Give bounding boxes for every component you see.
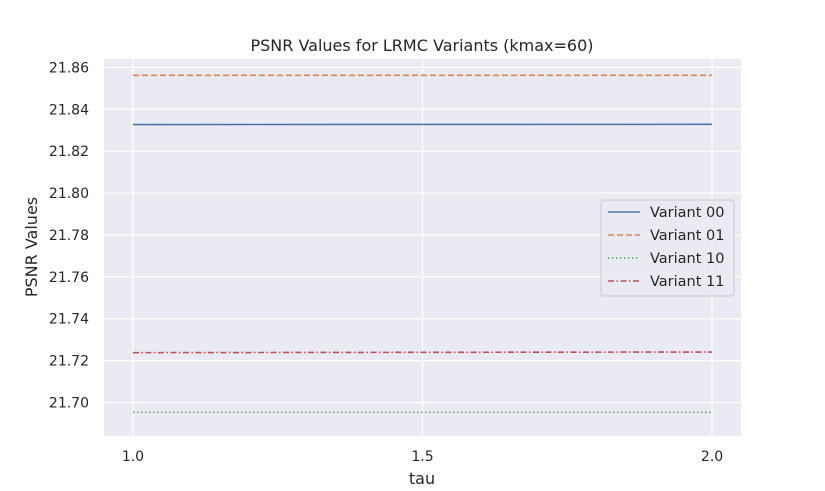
y-tick-label: 21.82: [49, 144, 89, 160]
y-tick-label: 21.84: [49, 102, 89, 118]
x-tick-label: 2.0: [701, 449, 723, 465]
chart-title: PSNR Values for LRMC Variants (kmax=60): [250, 36, 593, 55]
y-tick-label: 21.74: [49, 312, 89, 328]
legend-label: Variant 11: [650, 274, 725, 290]
y-axis-label: PSNR Values: [22, 197, 41, 297]
x-tick-label: 1.0: [122, 449, 144, 465]
series-lines: [132, 74, 713, 414]
legend-label: Variant 00: [650, 205, 725, 221]
x-tick-label: 1.5: [411, 449, 433, 465]
y-tick-labels: 21.70 21.72 21.74 21.76 21.78 21.80 21.82 21.84…: [49, 60, 89, 411]
y-tick-label: 21.76: [49, 270, 89, 286]
x-tick-labels: 1.0 1.5 2.0: [122, 449, 723, 465]
legend-label: Variant 10: [650, 251, 725, 267]
y-tick-label: 21.80: [49, 186, 89, 202]
x-axis-label: tau: [409, 469, 435, 488]
y-tick-label: 21.86: [49, 60, 89, 76]
legend-box: [600, 199, 735, 297]
series-line: [132, 351, 713, 354]
y-tick-label: 21.70: [49, 395, 89, 411]
y-tick-label: 21.72: [49, 354, 89, 370]
y-tick-label: 21.78: [49, 228, 89, 244]
legend-label: Variant 01: [650, 228, 725, 244]
legend: Variant 00 Variant 01 Variant 10 Variant 11: [600, 199, 735, 297]
